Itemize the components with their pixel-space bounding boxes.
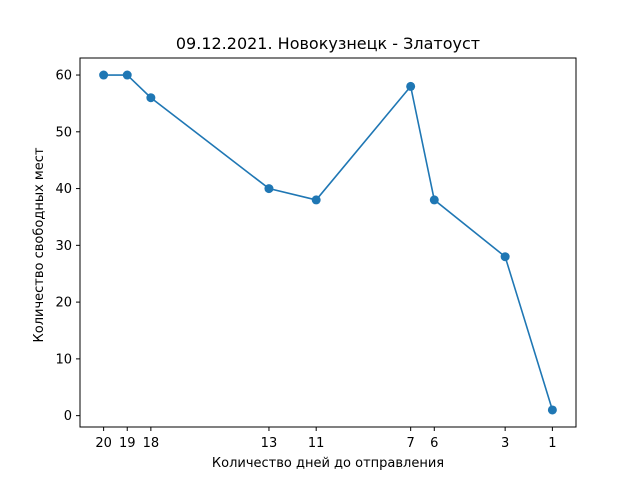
- x-tick-label: 18: [143, 436, 160, 451]
- x-tick-label: 1: [548, 436, 556, 451]
- data-point: [429, 195, 439, 205]
- data-point: [406, 81, 416, 91]
- x-tick-label: 20: [95, 436, 112, 451]
- data-point: [99, 70, 109, 80]
- x-axis-label: Количество дней до отправления: [212, 456, 444, 471]
- y-axis-label: Количество свободных мест: [32, 147, 47, 342]
- x-tick-label: 19: [119, 436, 136, 451]
- y-tick-label: 30: [55, 239, 72, 254]
- x-axis: 20 19 18 13 11 7 6 3 1: [95, 427, 557, 451]
- y-axis: 0 10 20 30 40 50 60: [55, 69, 80, 424]
- data-point: [146, 93, 156, 103]
- x-tick-label: 3: [501, 436, 509, 451]
- data-point: [547, 405, 557, 415]
- chart-title: 09.12.2021. Новокузнецк - Златоуст: [176, 34, 480, 53]
- data-point: [500, 252, 510, 262]
- y-tick-label: 0: [64, 409, 72, 424]
- x-tick-label: 11: [308, 436, 325, 451]
- plot-frame: [79, 57, 577, 428]
- y-tick-label: 40: [55, 182, 72, 197]
- y-tick-label: 60: [55, 69, 72, 84]
- plot-area: [79, 57, 577, 428]
- data-point: [264, 184, 274, 194]
- x-tick-label: 7: [407, 436, 415, 451]
- data-point: [311, 195, 321, 205]
- data-point: [122, 70, 132, 80]
- y-tick-label: 50: [55, 125, 72, 140]
- y-tick-label: 10: [55, 352, 72, 367]
- series-line: [103, 74, 554, 411]
- y-tick-label: 20: [55, 296, 72, 311]
- x-tick-label: 13: [261, 436, 278, 451]
- x-tick-label: 6: [430, 436, 438, 451]
